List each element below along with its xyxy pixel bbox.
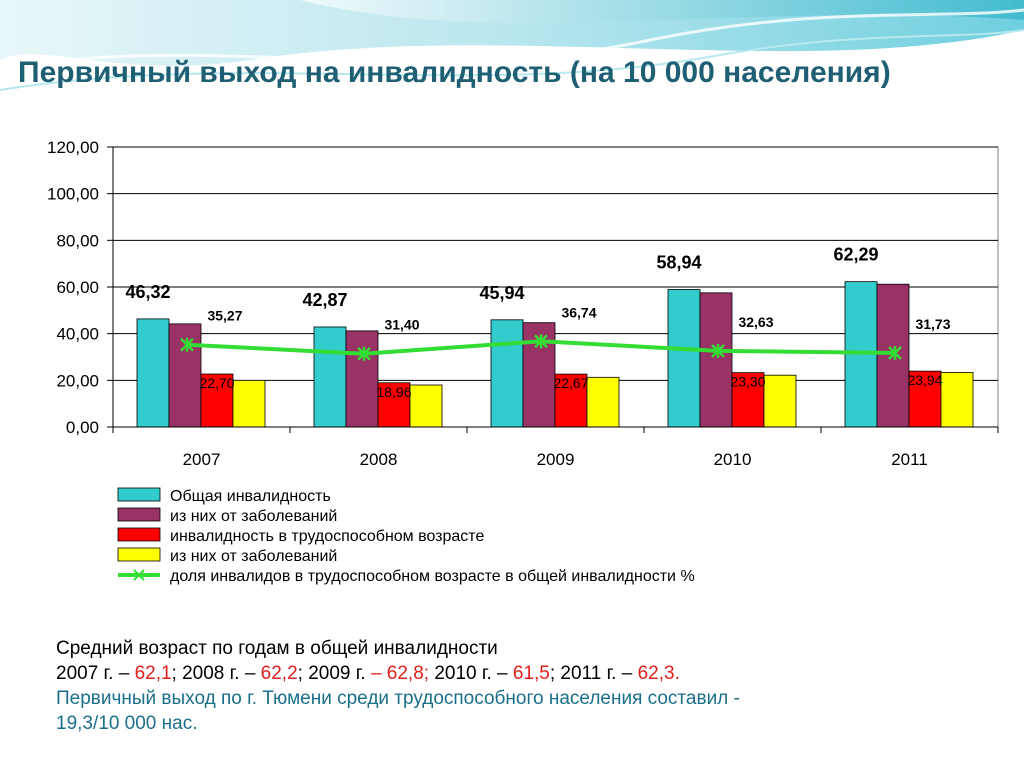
y-tick-label: 100,00 xyxy=(47,185,99,204)
y-tick-label: 40,00 xyxy=(56,325,99,344)
legend-label: доля инвалидов в трудоспособном возрасте… xyxy=(170,568,695,585)
age-value: 62,3. xyxy=(637,663,680,684)
notes-line-2: 2007 г. – 62,1; 2008 г. – 62,2; 2009 г. … xyxy=(56,661,1006,686)
total-label: 62,29 xyxy=(833,245,878,265)
notes-line-4: 19,3/10 000 нас. xyxy=(56,713,198,734)
bar xyxy=(136,318,170,428)
bar xyxy=(168,323,202,428)
notes-text: ; 2011 г. – xyxy=(549,663,638,684)
y-tick-label: 20,00 xyxy=(56,371,99,390)
x-tick-label: 2011 xyxy=(891,450,928,469)
working-label: 22,70 xyxy=(199,375,234,391)
total-label: 58,94 xyxy=(656,252,701,272)
age-value: 61,5 xyxy=(512,663,550,684)
bar xyxy=(667,289,701,428)
header-wave-decoration xyxy=(0,0,1024,91)
legend-label: инвалидность в трудоспособном возрасте xyxy=(170,528,484,545)
working-label: 22,67 xyxy=(553,375,588,391)
share-label: 36,74 xyxy=(561,304,596,320)
notes-block: Средний возраст по годам в общей инвалид… xyxy=(56,636,1006,736)
bar xyxy=(490,319,524,428)
line-marker xyxy=(357,346,371,361)
y-tick-label: 0,00 xyxy=(66,418,99,437)
working-label: 18,96 xyxy=(376,384,411,400)
notes-text: 2010 г. – xyxy=(429,663,513,684)
line-marker xyxy=(888,345,902,360)
age-value: 62,2 xyxy=(260,663,298,684)
data-labels: 46,32 42,87 45,94 58,94 62,29 35,27 31,40 36,74… xyxy=(125,245,950,400)
bar-series xyxy=(136,281,974,428)
legend-label: из них от заболеваний xyxy=(170,508,337,525)
share-label: 35,27 xyxy=(207,308,242,324)
line-series xyxy=(180,334,902,361)
y-tick-label: 80,00 xyxy=(56,231,99,250)
notes-text: ; 2008 г. – xyxy=(171,663,261,684)
bar xyxy=(699,292,733,428)
page-title: Первичный выход на инвалидность (на 10 0… xyxy=(18,56,891,89)
bar xyxy=(940,371,974,428)
working-label: 23,94 xyxy=(907,372,942,388)
bar-chart: 0,00 20,00 40,00 60,00 80,00 100,00 120,00 46,… xyxy=(47,138,999,585)
age-value: 62,1 xyxy=(134,663,172,684)
legend-swatch xyxy=(117,527,161,542)
notes-text: ; 2009 г. xyxy=(297,663,371,684)
legend-label: из них от заболеваний xyxy=(170,548,337,565)
bar xyxy=(232,379,266,428)
share-label: 31,73 xyxy=(915,316,950,332)
notes-line-1: Средний возраст по годам в общей инвалид… xyxy=(56,638,498,659)
legend-label: Общая инвалидность xyxy=(170,488,331,505)
y-tick-label: 60,00 xyxy=(56,278,99,297)
x-tick-label: 2007 xyxy=(183,450,221,469)
bar xyxy=(554,373,588,428)
y-tick-label: 120,00 xyxy=(47,138,99,157)
x-tick-label: 2008 xyxy=(360,450,398,469)
bar xyxy=(345,330,379,428)
legend-swatch xyxy=(117,547,161,562)
age-value: – 62,8; xyxy=(370,663,430,684)
notes-text: 2007 г. – xyxy=(56,663,135,684)
total-label: 46,32 xyxy=(125,282,170,302)
share-label: 31,40 xyxy=(384,317,419,333)
total-label: 42,87 xyxy=(302,290,347,310)
bar xyxy=(731,372,765,428)
bar xyxy=(409,384,443,428)
bar xyxy=(313,326,347,428)
share-label: 32,63 xyxy=(738,314,773,330)
legend-swatch xyxy=(117,487,161,502)
legend-marker xyxy=(133,569,145,581)
bar xyxy=(586,376,620,428)
notes-line-3: Первичный выход по г. Тюмени среди трудо… xyxy=(56,688,740,709)
x-tick-label: 2009 xyxy=(537,450,575,469)
bar xyxy=(763,374,797,428)
working-label: 23,30 xyxy=(730,374,765,390)
chart-legend: Общая инвалидность из них от заболеваний и… xyxy=(117,487,695,585)
y-axis: 0,00 20,00 40,00 60,00 80,00 100,00 120,00 xyxy=(47,138,114,437)
total-label: 45,94 xyxy=(479,283,524,303)
line-marker xyxy=(711,343,725,358)
x-axis: 2007 2008 2009 2010 2011 xyxy=(112,426,999,469)
legend-swatch xyxy=(117,507,161,522)
line-marker xyxy=(180,337,194,352)
line-marker xyxy=(534,334,548,349)
x-tick-label: 2010 xyxy=(714,450,752,469)
